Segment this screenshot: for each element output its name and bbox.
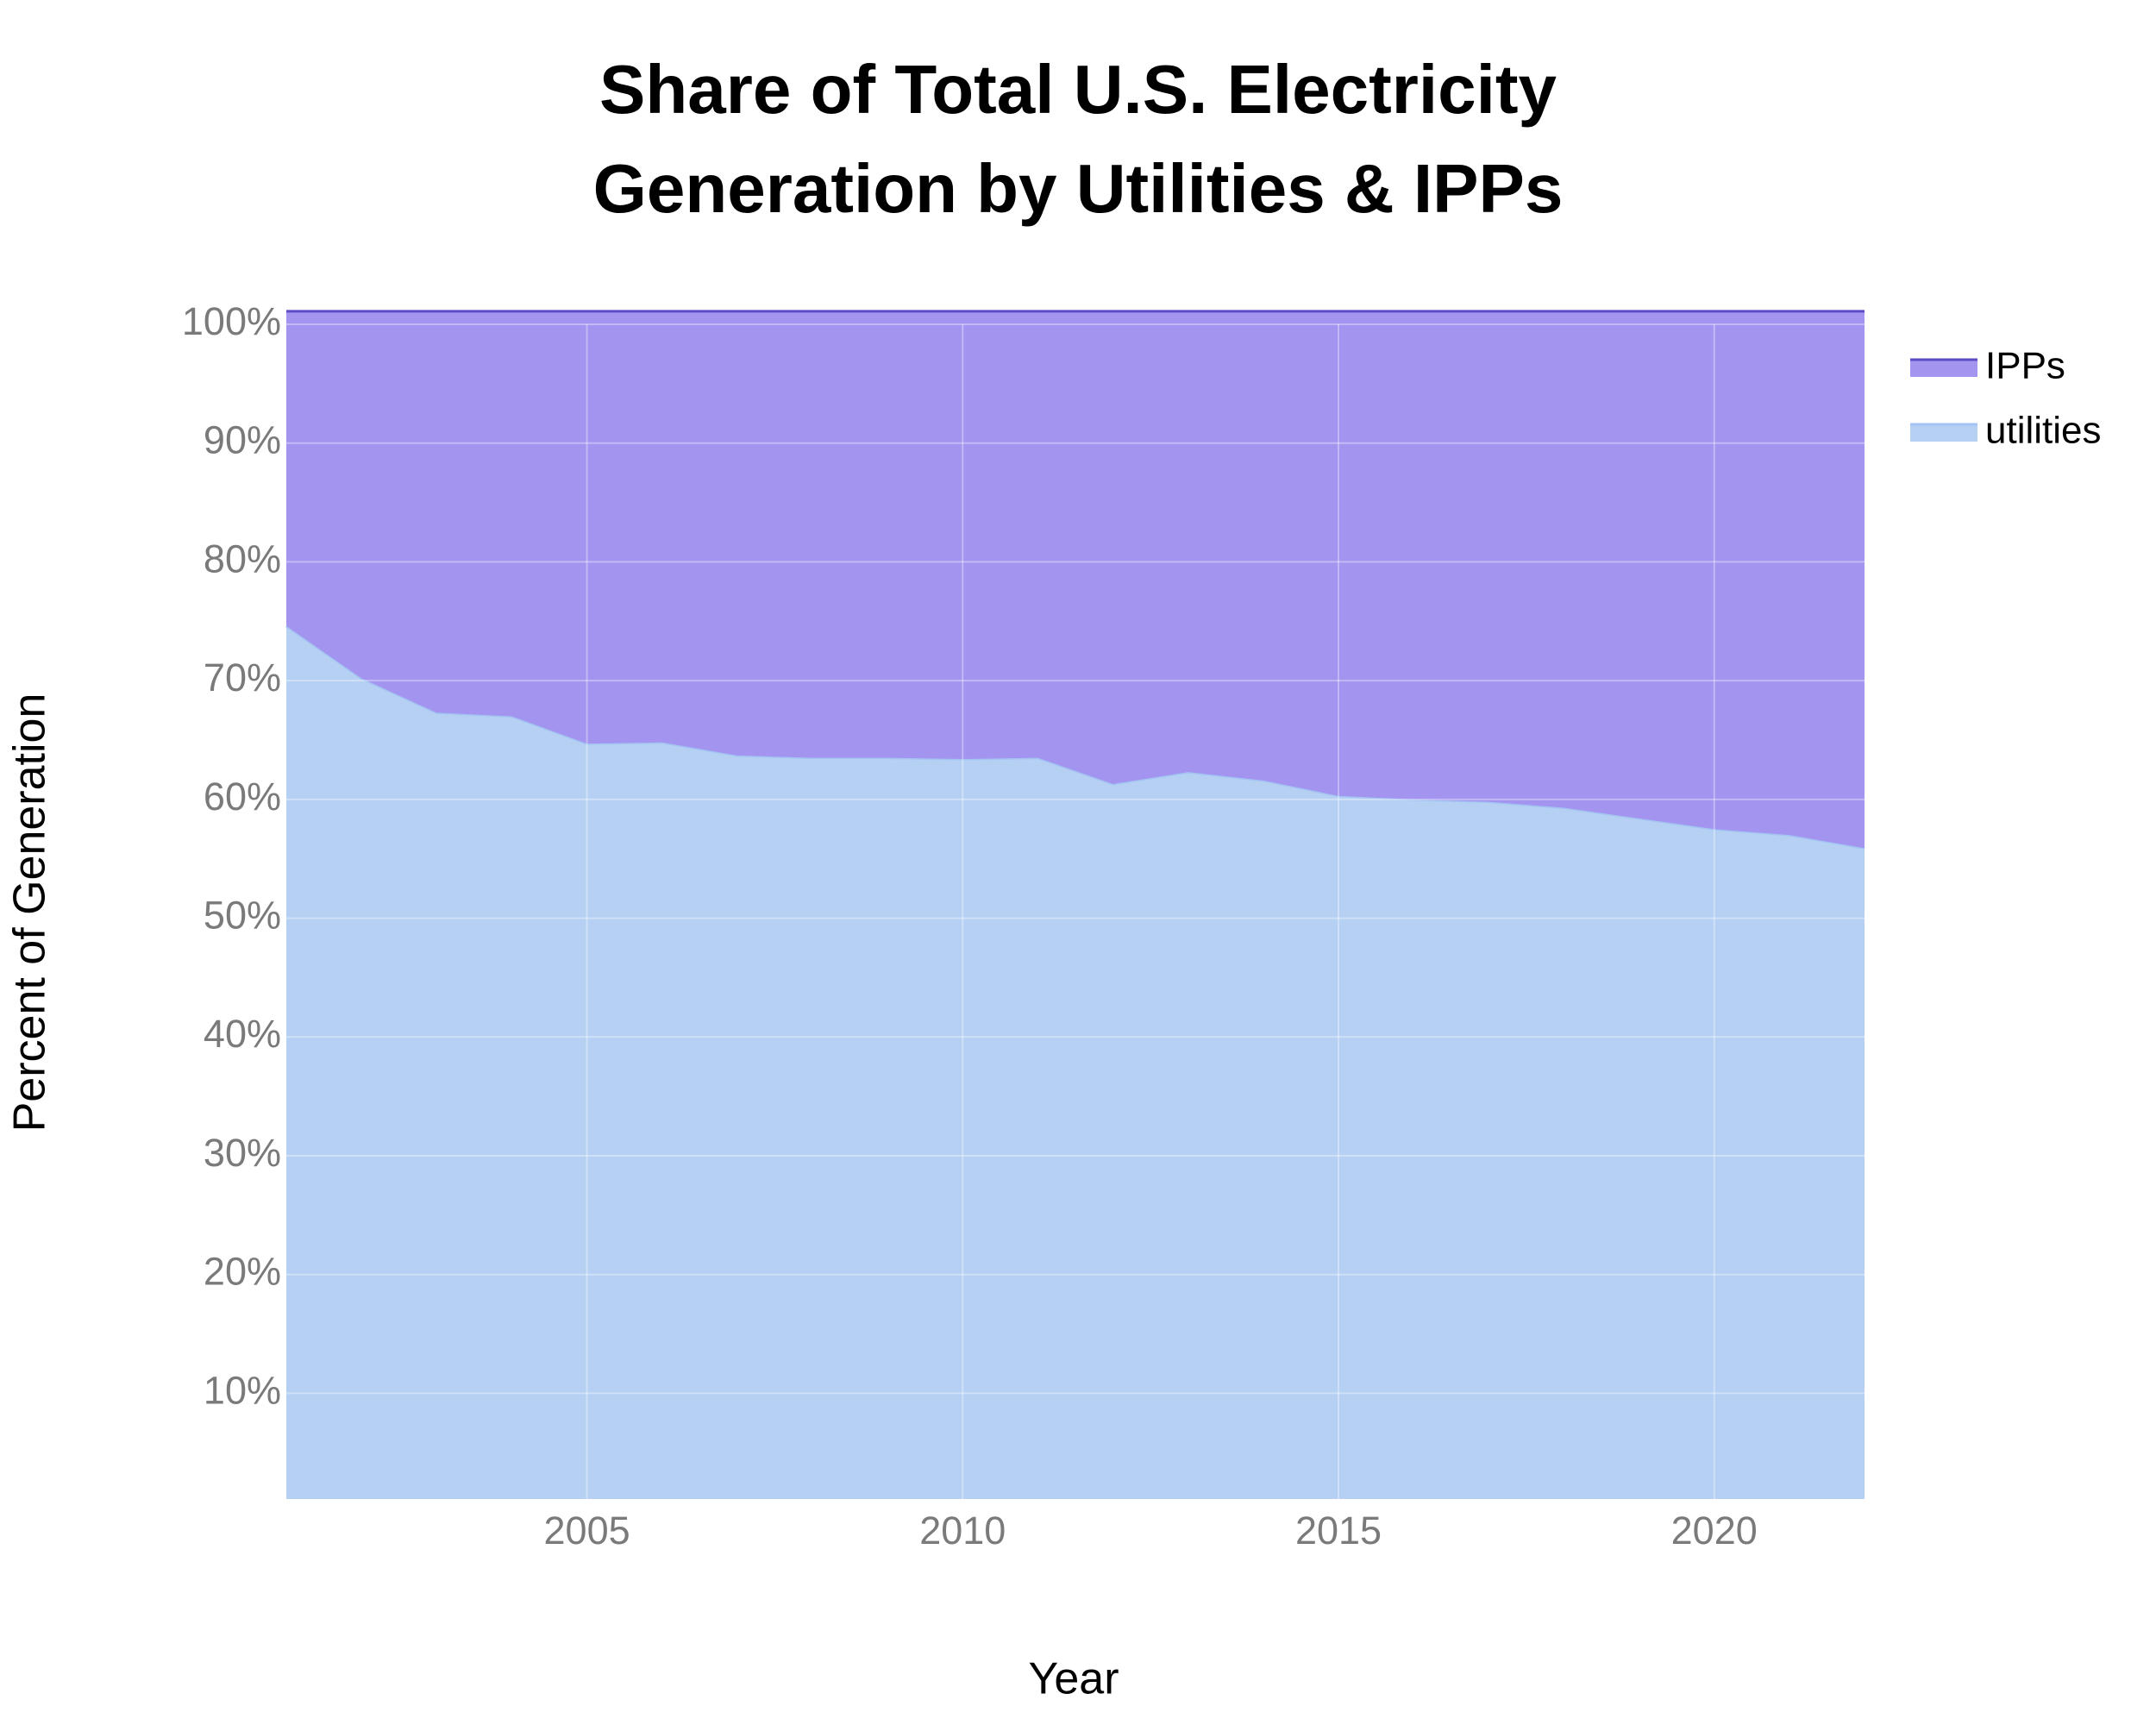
legend-label: IPPs (1985, 345, 2065, 387)
x-tick-label: 2015 (1295, 1509, 1382, 1552)
x-axis-title: Year (1028, 1654, 1119, 1704)
x-tick-label: 2005 (544, 1509, 630, 1552)
y-axis-title: Percent of Generation (5, 693, 55, 1132)
y-tick-label: 20% (204, 1250, 281, 1294)
y-tick-label: 10% (204, 1368, 281, 1412)
area (286, 625, 1865, 1499)
y-tick-label: 90% (204, 418, 281, 462)
chart-title: Generation by Utilities & IPPs (593, 150, 1564, 227)
y-tick-label: 80% (204, 536, 281, 580)
y-tick-label: 70% (204, 656, 281, 699)
y-tick-label: 40% (204, 1012, 281, 1056)
x-tick-label: 2020 (1671, 1509, 1758, 1552)
area (286, 310, 1865, 849)
legend-swatch (1910, 424, 1977, 442)
x-tick-label: 2010 (919, 1509, 1006, 1552)
y-tick-label: 50% (204, 893, 281, 937)
legend-label: utilities (1985, 410, 2102, 452)
y-tick-label: 100% (182, 299, 281, 343)
chart-title: Share of Total U.S. Electricity (599, 51, 1557, 128)
y-tick-label: 60% (204, 775, 281, 819)
y-tick-label: 30% (204, 1131, 281, 1175)
legend-swatch (1910, 360, 1977, 377)
